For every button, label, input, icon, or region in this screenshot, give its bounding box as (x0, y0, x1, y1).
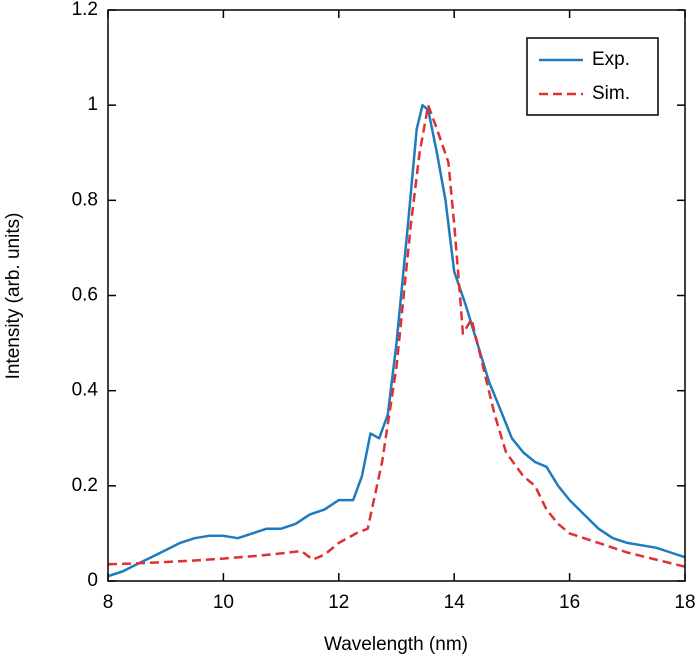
x-tick-label: 18 (674, 592, 695, 613)
y-tick-label: 0 (87, 570, 98, 591)
plot-frame (107, 9, 686, 582)
x-tick-label: 10 (213, 592, 234, 613)
y-tick-label: 1 (87, 94, 98, 115)
x-tick-label: 16 (559, 592, 580, 613)
legend-label: Sim. (592, 83, 630, 104)
y-tick-label: 1.2 (72, 0, 98, 20)
legend-label: Exp. (592, 49, 630, 70)
y-tick-label: 0.8 (72, 189, 98, 210)
legend-box (526, 37, 659, 116)
y-tick-label: 0.4 (72, 380, 99, 401)
x-axis-label: Wavelength (nm) (324, 634, 468, 655)
y-axis-label: Intensity (arb. units) (3, 213, 24, 380)
y-tick-label: 0.6 (72, 285, 98, 306)
series-line (107, 103, 686, 578)
x-tick-label: 8 (103, 592, 114, 613)
x-tick-label: 12 (328, 592, 349, 613)
series-line (107, 103, 686, 568)
y-tick-label: 0.2 (72, 475, 98, 496)
x-tick-label: 14 (444, 592, 466, 613)
